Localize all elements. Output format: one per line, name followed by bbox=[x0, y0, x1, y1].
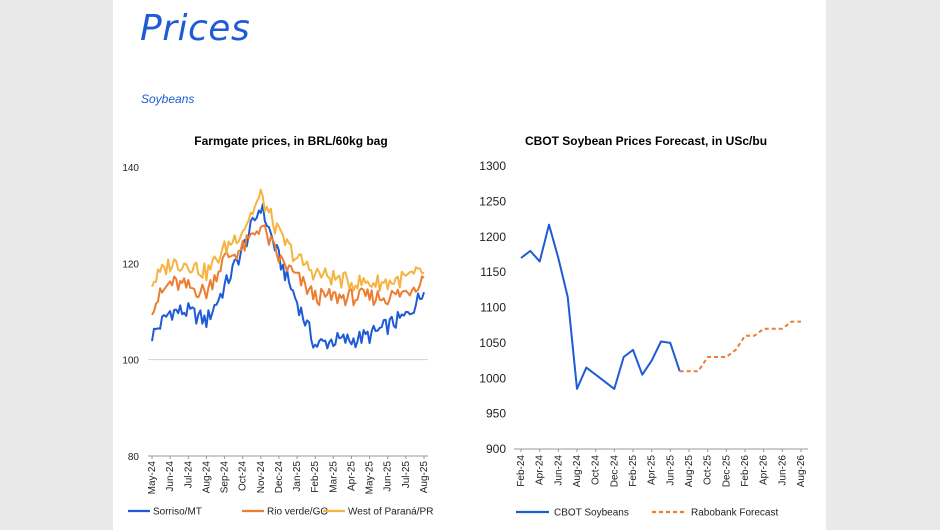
chart1-x-tick-label: Nov-24 bbox=[256, 461, 267, 494]
chart1-x-tick-label: Feb-25 bbox=[310, 461, 321, 493]
chart2-x-tick-label: Aug-26 bbox=[796, 455, 807, 488]
chart1-title: Farmgate prices, in BRL/60kg bag bbox=[194, 134, 387, 148]
chart1-x-tick-label: May-25 bbox=[365, 461, 376, 495]
chart1-x-tick-label: Jan-25 bbox=[292, 461, 303, 492]
chart2-x-tick-label: Aug-25 bbox=[684, 455, 695, 488]
page-title: Prices bbox=[140, 8, 251, 49]
chart2-x-tick-label: Oct-24 bbox=[591, 455, 602, 485]
chart2-y-tick-label: 1100 bbox=[480, 301, 506, 315]
chart1-y-tick-label: 120 bbox=[122, 259, 139, 270]
chart1-series-line-2 bbox=[151, 188, 425, 292]
chart1-x-tick-label: Mar-25 bbox=[328, 461, 339, 493]
chart1-x-tick-label: Jun-25 bbox=[383, 461, 394, 492]
chart1-x-tick-label: May-24 bbox=[147, 461, 158, 495]
chart2-series-line-0 bbox=[520, 223, 681, 390]
chart2-x-tick-label: Feb-26 bbox=[740, 455, 751, 487]
chart1-y-tick-label: 100 bbox=[122, 356, 139, 367]
chart1-y-tick-label: 140 bbox=[122, 163, 139, 174]
chart2-legend-label: CBOT Soybeans bbox=[554, 508, 629, 519]
chart2-x-tick-label: Dec-25 bbox=[721, 455, 732, 488]
chart2-x-tick-label: Jun-26 bbox=[777, 455, 788, 486]
chart2-x-tick-label: Jun-25 bbox=[665, 455, 676, 486]
chart2-y-tick-label: 1200 bbox=[479, 230, 506, 244]
chart2-x-tick-label: Jun-24 bbox=[553, 455, 564, 486]
chart1-x-tick-label: Aug-24 bbox=[201, 461, 212, 494]
chart1-x-tick-label: Dec-24 bbox=[274, 461, 285, 494]
chart1-x-tick-label: Jul-24 bbox=[183, 461, 194, 489]
chart1-x-tick-label: Aug-25 bbox=[419, 461, 430, 494]
chart1-x-tick-label: Apr-25 bbox=[346, 461, 357, 491]
chart2-x-tick-label: Dec-24 bbox=[609, 455, 620, 488]
chart1-legend-label: Sorriso/MT bbox=[153, 507, 202, 518]
chart1-legend-label: Rio verde/GO bbox=[267, 507, 328, 518]
chart2-y-tick-label: 1250 bbox=[479, 194, 506, 208]
chart2-x-tick-label: Feb-24 bbox=[516, 455, 527, 487]
chart1-series-line-0 bbox=[151, 203, 425, 350]
page-subtitle: Soybeans bbox=[141, 92, 195, 106]
chart1-x-tick-label: Oct-24 bbox=[238, 461, 249, 491]
chart1-x-tick-label: Jun-24 bbox=[165, 461, 176, 492]
chart2-y-tick-label: 1300 bbox=[479, 159, 506, 173]
chart2-x-tick-label: Feb-25 bbox=[628, 455, 639, 487]
chart2-series-line-1 bbox=[679, 320, 801, 373]
chart1-legend-label: West of Paraná/PR bbox=[348, 507, 433, 518]
chart2-x-tick-label: Aug-24 bbox=[572, 455, 583, 488]
chart1-x-tick-label: Jul-25 bbox=[401, 461, 412, 489]
chart1-series-line-1 bbox=[151, 224, 425, 316]
chart1-y-tick-label: 80 bbox=[128, 452, 140, 463]
chart2-x-tick-label: Apr-24 bbox=[535, 455, 546, 485]
chart2-y-tick-label: 1000 bbox=[479, 371, 506, 385]
chart2-y-tick-label: 1050 bbox=[479, 336, 506, 350]
chart2-y-tick-label: 1150 bbox=[480, 265, 506, 279]
chart2-y-tick-label: 950 bbox=[486, 407, 506, 421]
chart2-x-tick-label: Oct-25 bbox=[703, 455, 714, 485]
chart2-legend-label: Rabobank Forecast bbox=[691, 508, 778, 519]
chart2-title: CBOT Soybean Prices Forecast, in USc/bu bbox=[525, 134, 767, 148]
chart2-x-tick-label: Apr-26 bbox=[759, 455, 770, 485]
chart2-y-tick-label: 900 bbox=[486, 442, 506, 456]
chart2-x-tick-label: Apr-25 bbox=[647, 455, 658, 485]
chart1-x-tick-label: Sep-24 bbox=[220, 461, 231, 494]
